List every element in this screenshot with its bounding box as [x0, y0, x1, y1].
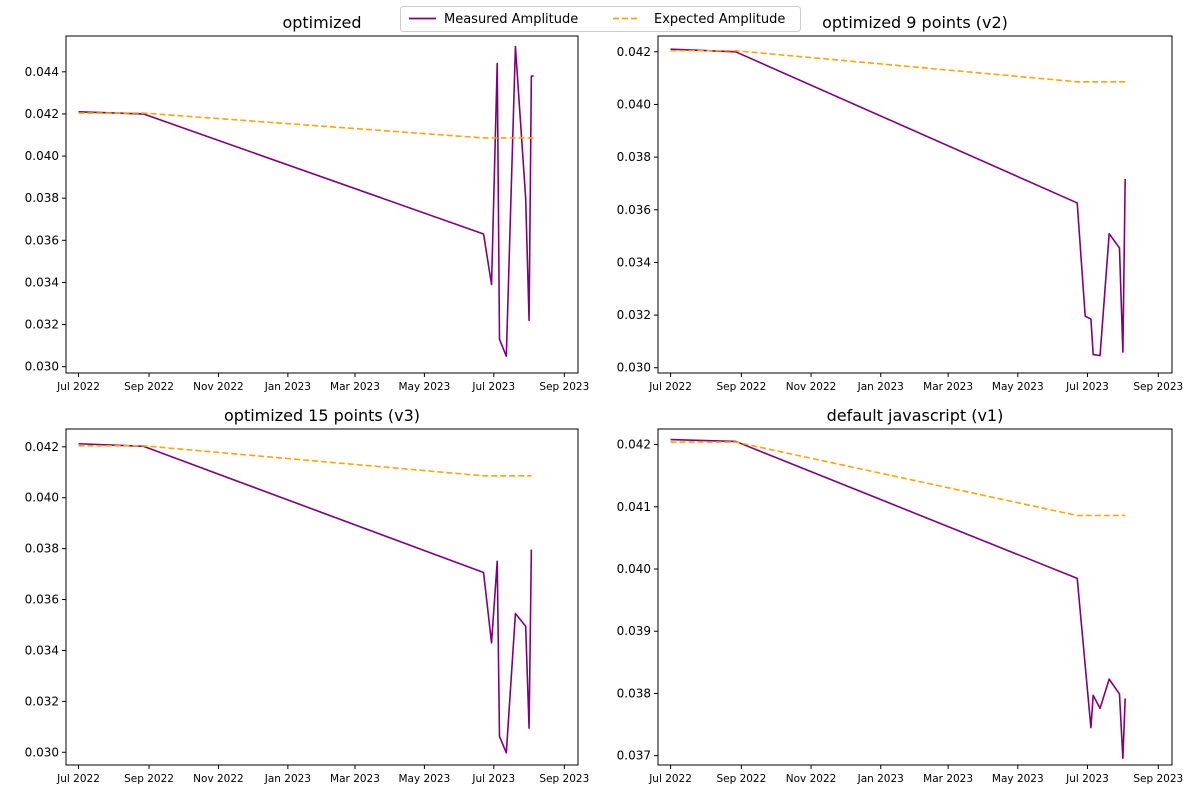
x-tick-label: May 2023 [399, 773, 451, 785]
y-tick-label: 0.042 [25, 107, 59, 121]
plot-frame [657, 35, 1173, 374]
chart-panel-4: default javascript (v1) 0.037 0.038 0.039 0.… [617, 406, 1184, 785]
x-tick-label: Nov 2022 [193, 381, 244, 393]
x-tick-label: Jan 2023 [264, 773, 311, 785]
y-tick-label: 0.036 [25, 593, 59, 607]
y-tick-label: 0.038 [617, 686, 651, 700]
y-tick-label: 0.040 [617, 562, 651, 576]
x-tick-label: Jan 2023 [857, 381, 904, 393]
y-tick-label: 0.038 [25, 191, 59, 205]
x-tick-label: May 2023 [992, 773, 1044, 785]
y-tick-label: 0.032 [25, 694, 59, 708]
legend: Measured Amplitude Expected Amplitude [400, 6, 801, 32]
legend-measured-label: Measured Amplitude [444, 12, 578, 27]
measured-amplitude-line [670, 438, 1126, 759]
x-tick-label: Jul 2023 [471, 773, 515, 785]
x-tick-label: Nov 2022 [193, 773, 244, 785]
legend-expected-label: Expected Amplitude [654, 12, 785, 27]
x-tick-label: Jul 2022 [648, 773, 692, 785]
x-tick-label: Sep 2022 [716, 381, 766, 393]
y-tick-label: 0.040 [617, 97, 651, 111]
x-tick-label: Sep 2022 [124, 381, 174, 393]
y-tick-label: 0.038 [617, 150, 651, 164]
y-tick-label: 0.036 [617, 203, 651, 217]
y-tick-label: 0.040 [25, 149, 59, 163]
y-tick-label: 0.030 [617, 361, 651, 375]
y-tick-label: 0.042 [617, 438, 651, 452]
measured-amplitude-line [78, 45, 534, 357]
x-tick-label: Jul 2023 [1065, 773, 1109, 785]
panel-title: optimized 15 points (v3) [224, 406, 420, 425]
x-tick-label: Jul 2023 [1065, 381, 1109, 393]
x-tick-label: Jul 2022 [56, 773, 100, 785]
y-tick-label: 0.041 [617, 500, 651, 514]
chart-panel-3: optimized 15 points (v3) 0.030 0.032 0.034 0… [25, 406, 590, 785]
y-tick-label: 0.036 [25, 233, 59, 247]
x-tick-label: May 2023 [399, 381, 451, 393]
y-tick-label: 0.042 [617, 45, 651, 59]
chart-panel-1: optimized 0.030 0.032 0.034 0.036 0.038 0.040 0… [25, 13, 590, 393]
x-tick-label: Mar 2023 [330, 773, 380, 785]
plot-frame [65, 35, 579, 374]
x-tick-label: Jul 2023 [471, 381, 515, 393]
x-tick-label: Sep 2022 [124, 773, 174, 785]
x-tick-label: Nov 2022 [786, 773, 837, 785]
x-tick-label: Sep 2023 [1133, 381, 1183, 393]
measured-amplitude-line [78, 442, 533, 754]
y-tick-label: 0.040 [25, 491, 59, 505]
panel-title: optimized 9 points (v2) [822, 13, 1008, 32]
y-tick-label: 0.032 [617, 308, 651, 322]
x-tick-label: Sep 2022 [716, 773, 766, 785]
x-tick-label: Jan 2023 [857, 773, 904, 785]
x-tick-label: Jan 2023 [264, 381, 311, 393]
y-tick-label: 0.030 [25, 745, 59, 759]
expected-amplitude-line [670, 49, 1126, 83]
x-tick-label: Nov 2022 [786, 381, 837, 393]
expected-amplitude-line [670, 441, 1126, 517]
panel-title: optimized [282, 13, 361, 32]
x-tick-label: Sep 2023 [539, 773, 589, 785]
x-tick-label: Mar 2023 [330, 381, 380, 393]
x-tick-label: Sep 2023 [539, 381, 589, 393]
y-tick-label: 0.039 [617, 624, 651, 638]
y-tick-label: 0.044 [25, 65, 59, 79]
panel-title: default javascript (v1) [827, 406, 1004, 425]
measured-amplitude-line [670, 48, 1126, 357]
expected-amplitude-line [78, 444, 532, 477]
chart-panel-2: optimized 9 points (v2) 0.030 0.032 0.034 0.… [617, 13, 1184, 393]
x-tick-label: Sep 2023 [1133, 773, 1183, 785]
x-tick-label: Mar 2023 [923, 773, 973, 785]
y-tick-label: 0.034 [617, 255, 651, 269]
x-tick-label: Jul 2022 [56, 381, 100, 393]
y-tick-label: 0.032 [25, 318, 59, 332]
y-tick-label: 0.042 [25, 440, 59, 454]
legend-frame [400, 6, 801, 32]
plot-frame [65, 428, 579, 766]
y-tick-label: 0.038 [25, 542, 59, 556]
y-tick-label: 0.037 [617, 749, 651, 763]
x-tick-label: Mar 2023 [923, 381, 973, 393]
y-tick-label: 0.034 [25, 275, 59, 289]
x-tick-label: May 2023 [992, 381, 1044, 393]
plot-frame [657, 428, 1173, 766]
y-tick-label: 0.034 [25, 643, 59, 657]
y-tick-label: 0.030 [25, 360, 59, 374]
x-tick-label: Jul 2022 [648, 381, 692, 393]
expected-amplitude-line [78, 112, 534, 139]
